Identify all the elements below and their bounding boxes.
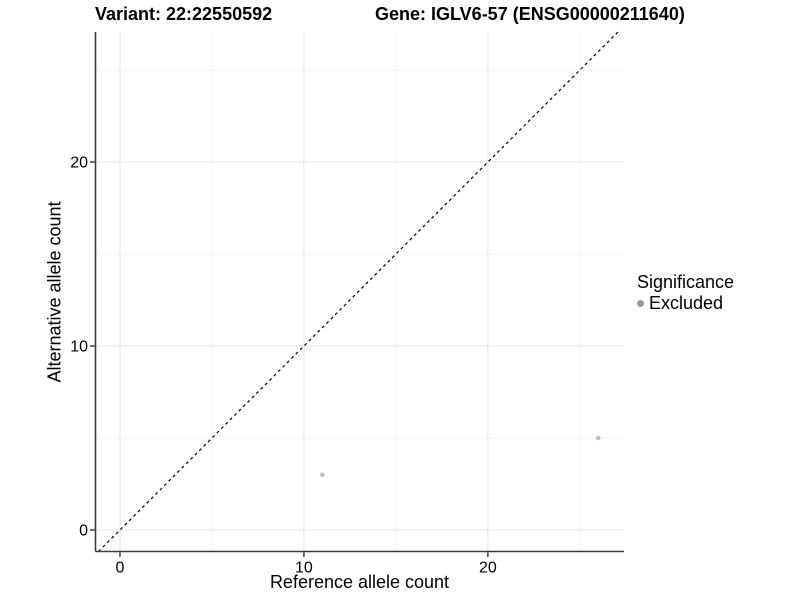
data-point: [595, 435, 601, 441]
legend-item-label: Excluded: [649, 293, 724, 313]
legend-item-excluded: Excluded: [637, 293, 734, 314]
x-tick-label: 20: [479, 560, 497, 577]
x-tick-label: 10: [295, 560, 313, 577]
data-point: [320, 472, 325, 478]
legend-title: Significance: [637, 272, 735, 292]
y-tick-label: 0: [79, 522, 88, 539]
y-tick-label: 10: [70, 339, 88, 356]
x-tick-label: 0: [116, 560, 125, 577]
legend: Significance Excluded: [637, 271, 734, 314]
variant-title: Variant: 22:22550592: [95, 4, 273, 24]
gene-title: Gene: IGLV6-57 (ENSG00000211640): [375, 4, 685, 24]
legend-point-icon: [637, 300, 644, 307]
x-axis-title: Reference allele count: [269, 572, 450, 592]
identity-line: [98, 31, 619, 552]
y-axis-title: Alternative allele count: [44, 201, 65, 383]
y-tick-label: 20: [70, 155, 88, 172]
